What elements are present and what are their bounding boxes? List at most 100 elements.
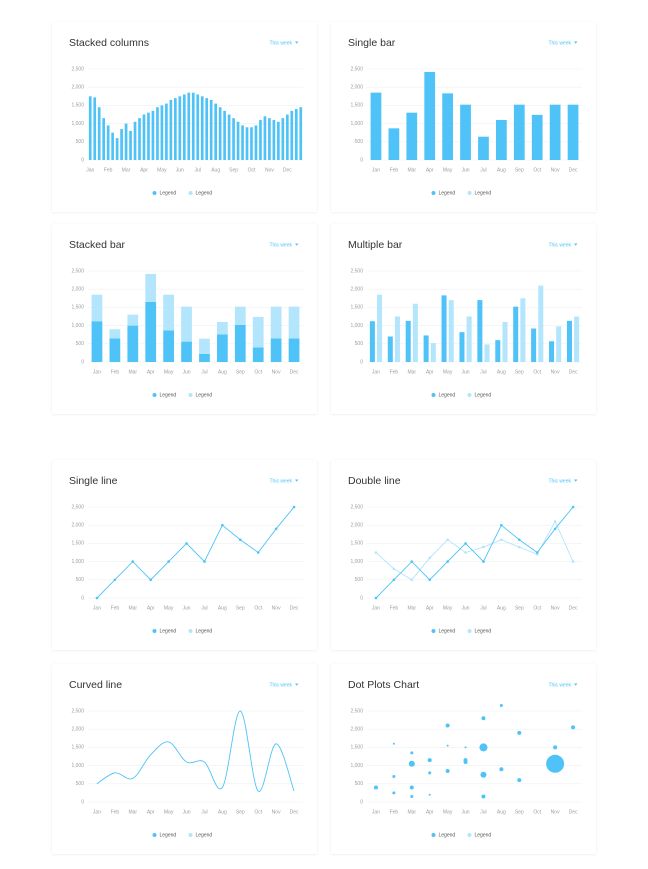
- x-tick-label: Oct: [254, 369, 262, 375]
- filter-dropdown[interactable]: This week: [269, 40, 292, 46]
- legend-swatch: [188, 191, 193, 195]
- x-tick-label: Jan: [372, 167, 380, 173]
- x-tick-label: May: [443, 605, 453, 611]
- x-tick-label: Dec: [283, 167, 292, 173]
- bar: [496, 119, 507, 160]
- line-point: [517, 545, 521, 549]
- y-tick-label: 1,500: [71, 745, 84, 751]
- x-tick-label: Jan: [372, 369, 380, 375]
- bar-segment: [111, 132, 114, 160]
- bar-segment: [205, 98, 209, 160]
- x-tick-label: Oct: [254, 809, 262, 815]
- dropdown-arrow: [574, 41, 578, 44]
- line-point: [535, 551, 539, 554]
- bar-segment: [174, 98, 177, 160]
- dot: [480, 771, 487, 778]
- filter-dropdown[interactable]: This week: [269, 242, 292, 248]
- bar-segment: [91, 321, 103, 362]
- line-point: [571, 560, 575, 563]
- x-tick-label: Jul: [480, 809, 486, 815]
- dot: [392, 791, 396, 795]
- x-tick-label: Apr: [426, 605, 434, 611]
- x-tick-label: Jun: [183, 809, 191, 815]
- bar-segment: [181, 341, 192, 362]
- x-tick-label: May: [157, 167, 167, 173]
- dot: [409, 785, 414, 790]
- line-point: [292, 505, 296, 509]
- dot: [464, 746, 467, 749]
- filter-dropdown[interactable]: This week: [269, 682, 292, 688]
- x-tick-label: Mar: [128, 369, 137, 375]
- bar: [513, 306, 519, 362]
- legend-label: Legend: [196, 190, 213, 196]
- bar-segment: [263, 116, 267, 160]
- dot: [553, 745, 558, 750]
- line-point: [221, 523, 224, 527]
- filter-dropdown[interactable]: This week: [548, 682, 571, 688]
- line-point: [392, 567, 396, 571]
- y-tick-label: 2,500: [71, 66, 84, 72]
- filter-dropdown[interactable]: This week: [548, 478, 571, 484]
- y-tick-label: 2,500: [71, 504, 84, 510]
- chart-title: Stacked bar: [69, 239, 126, 251]
- dropdown-arrow: [295, 243, 299, 246]
- y-tick-label: 2,500: [71, 708, 84, 714]
- x-tick-label: Mar: [407, 809, 416, 815]
- x-tick-label: Aug: [497, 167, 506, 173]
- line-point: [167, 560, 170, 563]
- x-tick-label: Sep: [515, 605, 524, 611]
- bar-segment: [252, 316, 264, 348]
- bar: [556, 326, 562, 362]
- y-tick-label: 1,500: [350, 103, 363, 109]
- filter-dropdown[interactable]: This week: [548, 40, 571, 46]
- line-point: [482, 545, 485, 549]
- line-point: [428, 578, 432, 582]
- chart-title: Single line: [69, 475, 118, 487]
- bar-segment: [209, 99, 213, 160]
- dot: [499, 704, 503, 708]
- line-point: [374, 596, 378, 600]
- chart-card: Dot Plots Chart This week 0 500 1,000 1,500 2,…: [331, 664, 596, 854]
- x-tick-label: May: [164, 369, 174, 375]
- line-point: [571, 505, 575, 509]
- y-tick-label: 1,500: [71, 305, 84, 311]
- chart-card: Single line This week 0 500 1,000 1,500 2,000 2…: [52, 460, 317, 650]
- bar: [394, 316, 400, 362]
- x-tick-label: Mar: [128, 605, 137, 611]
- bar: [370, 92, 382, 160]
- legend-swatch: [431, 833, 436, 837]
- bar-segment: [163, 294, 174, 331]
- bar-segment: [163, 330, 174, 362]
- chart-title: Double line: [348, 475, 401, 487]
- bar: [549, 341, 555, 362]
- x-tick-label: Mar: [122, 167, 131, 173]
- dropdown-arrow: [574, 479, 578, 482]
- line-point: [553, 520, 557, 523]
- x-tick-label: Dec: [569, 369, 578, 375]
- bar: [460, 104, 471, 160]
- filter-dropdown[interactable]: This week: [269, 478, 292, 484]
- bar: [477, 300, 483, 362]
- y-tick-label: 2,500: [350, 504, 363, 510]
- dot: [482, 746, 485, 749]
- dot: [571, 725, 576, 730]
- x-tick-label: Feb: [111, 605, 120, 611]
- x-tick-label: Jan: [93, 605, 101, 611]
- x-tick-label: Aug: [218, 605, 227, 611]
- legend-swatch: [431, 629, 436, 633]
- y-tick-label: 500: [76, 577, 85, 583]
- y-tick-label: 2,500: [350, 708, 363, 714]
- dot: [517, 730, 522, 735]
- line-point: [464, 551, 467, 554]
- y-tick-label: 2,000: [71, 523, 84, 529]
- y-tick-label: 2,000: [350, 85, 363, 91]
- x-tick-label: Nov: [551, 167, 560, 173]
- y-tick-label: 2,000: [350, 287, 363, 293]
- chart-card: Curved line This week 0 500 1,000 1,500 2,000 2…: [52, 664, 317, 854]
- x-tick-label: Feb: [111, 369, 120, 375]
- filter-dropdown[interactable]: This week: [548, 242, 571, 248]
- x-tick-label: Feb: [104, 167, 113, 173]
- bar-segment: [290, 110, 294, 160]
- line-point: [517, 538, 521, 542]
